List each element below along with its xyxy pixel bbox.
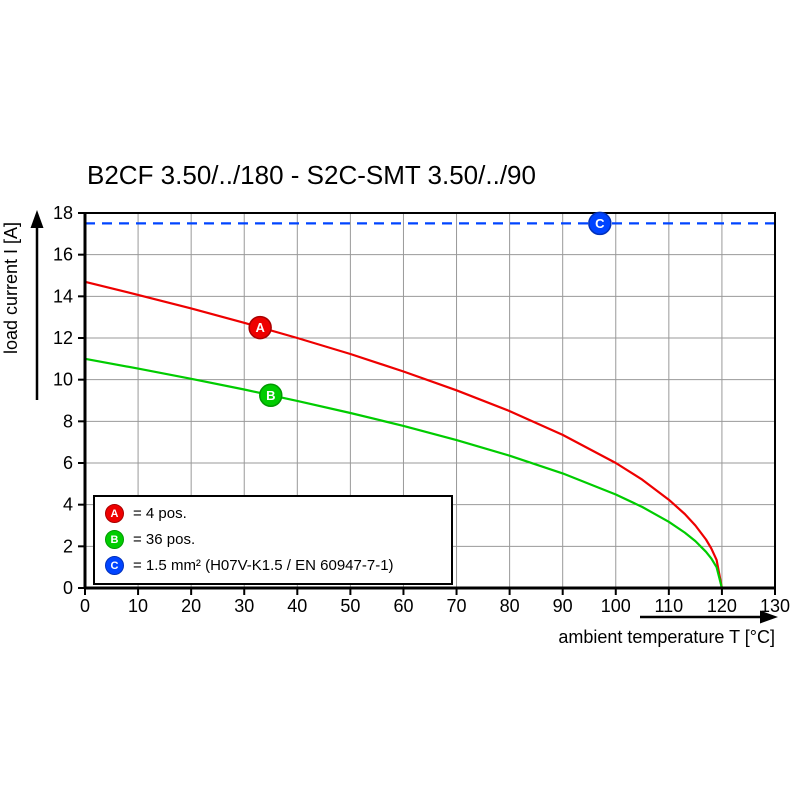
curve-A <box>84 280 723 589</box>
x-tick-label: 60 <box>393 596 413 616</box>
y-tick-label: 14 <box>53 286 73 306</box>
y-tick-label: 12 <box>53 328 73 348</box>
x-tick-label: 100 <box>601 596 631 616</box>
legend-marker-B: B <box>105 530 124 549</box>
legend-item-A: A = 4 pos. <box>105 502 441 525</box>
x-tick-label: 20 <box>181 596 201 616</box>
x-tick-label: 90 <box>553 596 573 616</box>
y-tick-label: 8 <box>63 411 73 431</box>
x-tick-label: 70 <box>447 596 467 616</box>
y-tick-label: 0 <box>63 578 73 598</box>
y-tick-label: 4 <box>63 495 73 515</box>
x-tick-label: 110 <box>654 596 683 616</box>
x-tick-label: 130 <box>760 596 790 616</box>
legend-item-C: C = 1.5 mm² (H07V-K1.5 / EN 60947-7-1) <box>105 554 441 577</box>
y-axis-arrow-head <box>30 210 44 228</box>
legend-marker-A: A <box>105 504 124 523</box>
y-tick-label: 18 <box>53 203 73 223</box>
chart-title: B2CF 3.50/../180 - S2C-SMT 3.50/../90 <box>87 160 536 190</box>
marker-C <box>588 211 612 236</box>
legend: A = 4 pos. B = 36 pos. C = 1.5 mm² (H07V-K1.5… <box>93 495 453 585</box>
legend-item-B: B = 36 pos. <box>105 528 441 551</box>
y-tick-label: 16 <box>53 245 73 265</box>
x-tick-label: 120 <box>707 596 737 616</box>
legend-label-A: = 4 pos. <box>133 505 187 522</box>
y-axis-label: load current I [A] <box>1 222 21 354</box>
legend-label-C: = 1.5 mm² (H07V-K1.5 / EN 60947-7-1) <box>133 557 394 574</box>
legend-label-B: = 36 pos. <box>133 531 196 548</box>
legend-marker-C: C <box>105 556 124 575</box>
x-tick-label: 0 <box>80 596 90 616</box>
x-axis-label: ambient temperature T [°C] <box>558 627 775 647</box>
marker-A <box>248 315 272 340</box>
x-tick-label: 10 <box>128 596 148 616</box>
x-tick-label: 50 <box>340 596 360 616</box>
curve-B <box>84 357 723 589</box>
marker-letter-C: C <box>595 216 605 231</box>
y-tick-label: 10 <box>53 370 73 390</box>
marker-letter-B: B <box>266 388 275 403</box>
x-tick-label: 80 <box>500 596 520 616</box>
marker-B <box>259 383 283 408</box>
x-tick-label: 30 <box>234 596 254 616</box>
y-tick-label: 2 <box>63 536 73 556</box>
x-tick-label: 40 <box>287 596 307 616</box>
y-tick-label: 6 <box>63 453 73 473</box>
marker-letter-A: A <box>255 320 265 335</box>
x-axis-arrow-head <box>760 610 778 624</box>
